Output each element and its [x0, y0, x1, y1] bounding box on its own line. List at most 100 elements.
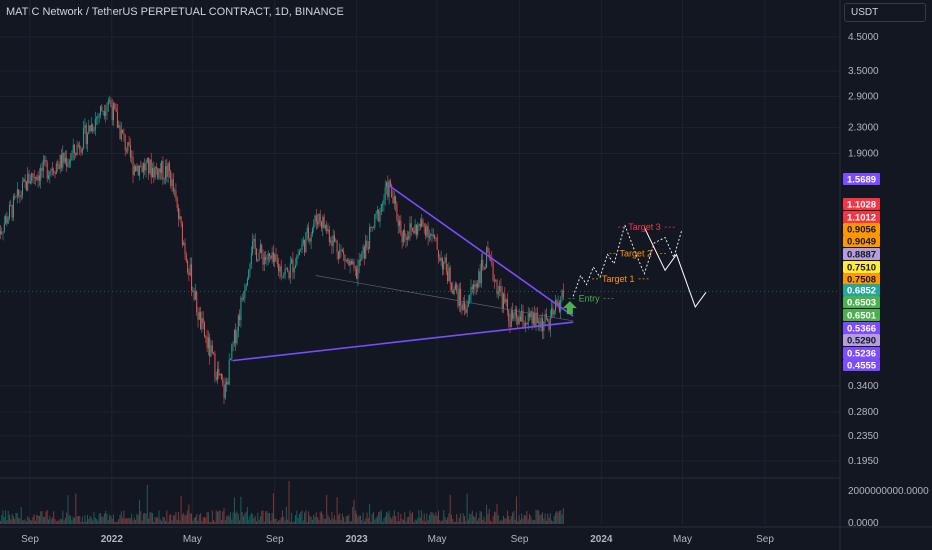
volume-bar — [445, 519, 447, 524]
volume-bar — [217, 511, 219, 524]
volume-bar — [124, 518, 126, 524]
candle — [250, 246, 252, 269]
volume-bar — [349, 521, 351, 524]
volume-bar — [430, 512, 432, 524]
candle — [211, 340, 213, 355]
volume-bar — [180, 495, 182, 524]
volume-bar — [16, 513, 18, 524]
volume-bar — [395, 515, 397, 524]
candle — [101, 103, 103, 112]
volume-bar — [439, 520, 441, 524]
candle — [466, 299, 468, 317]
volume-bar — [310, 517, 312, 524]
volume-bar — [193, 518, 195, 524]
volume-bar — [374, 519, 376, 524]
volume-bar — [300, 511, 302, 524]
candle — [171, 173, 173, 192]
volume-bar — [228, 516, 230, 524]
volume-bar — [340, 519, 342, 524]
candle — [298, 249, 300, 256]
volume-bar — [358, 515, 360, 524]
volume-bar — [464, 516, 466, 524]
candle — [185, 251, 187, 263]
currency-select[interactable]: USDT — [844, 3, 926, 22]
volume-bar — [53, 511, 55, 524]
volume-bar — [262, 510, 264, 524]
candle — [373, 225, 375, 229]
candle — [245, 283, 247, 292]
candle — [168, 160, 170, 178]
candle — [64, 150, 66, 165]
volume-bar — [244, 513, 246, 524]
candle — [443, 261, 445, 275]
x-tick-label: 2023 — [345, 534, 368, 545]
candle — [127, 142, 129, 155]
volume-bar — [51, 517, 53, 524]
volume-bar — [84, 515, 86, 524]
candle — [110, 97, 112, 108]
volume-bar — [479, 511, 481, 524]
volume-bar — [128, 517, 130, 524]
candle — [383, 194, 385, 212]
candle — [478, 268, 480, 289]
svg-text:0.5236: 0.5236 — [847, 349, 876, 360]
volume-bar — [79, 516, 81, 524]
candle — [41, 162, 43, 178]
candle — [425, 222, 427, 240]
volume-bar — [246, 507, 248, 524]
volume-bar — [75, 493, 77, 524]
candle — [492, 261, 494, 282]
volume-bar — [176, 519, 178, 524]
volume-bar — [423, 513, 425, 524]
volume-bar — [425, 521, 427, 524]
volume-bar — [440, 521, 442, 524]
volume-bar — [137, 514, 139, 524]
candle — [340, 244, 342, 258]
candle — [57, 159, 59, 172]
volume-bar — [317, 517, 319, 524]
candle — [176, 196, 178, 212]
volume-bar — [102, 516, 104, 524]
candle — [487, 241, 489, 253]
volume-bar — [227, 515, 229, 524]
candle — [499, 280, 501, 297]
candle — [428, 229, 430, 242]
volume-bar — [414, 519, 416, 524]
candle — [126, 147, 128, 154]
volume-bar — [50, 519, 52, 524]
candle — [493, 274, 495, 289]
volume-bar — [35, 521, 37, 524]
candle — [75, 152, 77, 158]
candle — [83, 120, 85, 150]
candle — [71, 150, 73, 161]
volume-bar — [230, 512, 232, 524]
volume-bar — [157, 517, 159, 524]
volume-bar — [80, 521, 82, 524]
candle — [517, 314, 519, 329]
volume-bar — [185, 514, 187, 524]
candle — [197, 306, 199, 328]
candle — [401, 231, 403, 249]
volume-bar — [532, 520, 534, 524]
volume-bar — [323, 518, 325, 524]
volume-bar — [71, 520, 73, 524]
candle — [439, 253, 441, 262]
candle — [63, 152, 65, 164]
volume-bar — [292, 521, 294, 524]
volume-bar — [111, 519, 113, 524]
candle — [402, 229, 404, 247]
volume-bar — [432, 513, 434, 524]
candle — [76, 140, 78, 156]
candle — [344, 254, 346, 270]
candle — [122, 129, 124, 135]
candle — [454, 281, 456, 291]
candle — [473, 280, 475, 296]
candle — [378, 209, 380, 223]
candle — [135, 164, 137, 173]
volume-bar — [545, 520, 547, 524]
candle — [81, 147, 83, 156]
volume-bar — [408, 516, 410, 524]
volume-bar — [402, 519, 404, 524]
volume-bar — [493, 511, 495, 524]
